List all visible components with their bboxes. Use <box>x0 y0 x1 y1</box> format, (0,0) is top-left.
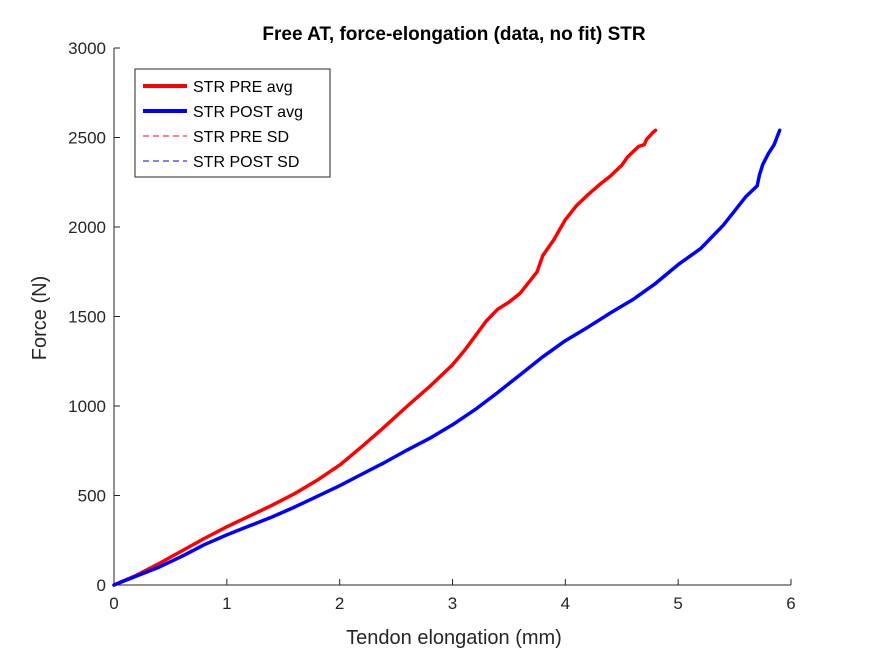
legend-label-2: STR POST avg <box>193 104 303 121</box>
x-tick-label: 6 <box>786 594 795 613</box>
x-tick-label: 4 <box>561 594 570 613</box>
series-line-1 <box>112 128 658 587</box>
plot-area: 0 1 2 3 4 5 6 0 500 1000 1500 2000 2500 3000 <box>68 39 796 613</box>
y-tick-label: 3000 <box>68 39 106 58</box>
x-tick-label: 5 <box>673 594 682 613</box>
y-tick-label: 0 <box>97 576 106 595</box>
x-tick-label: 1 <box>222 594 231 613</box>
y-axis-label: Force (N) <box>29 276 51 360</box>
legend-label-4: STR POST SD <box>193 154 299 171</box>
x-tick-label: 0 <box>109 594 118 613</box>
x-tick-label: 3 <box>448 594 457 613</box>
x-tick-label: 2 <box>335 594 344 613</box>
y-tick-label: 2000 <box>68 218 106 237</box>
y-tick-label: 2500 <box>68 129 106 148</box>
chart-title: Free AT, force-elongation (data, no fit)… <box>262 24 645 45</box>
legend-label-3: STR PRE SD <box>193 129 289 146</box>
legend: STR PRE avg STR POST avg STR PRE SD STR POS… <box>134 68 331 178</box>
y-tick-label: 1000 <box>68 397 106 416</box>
series-line-2 <box>112 128 782 587</box>
legend-label-1: STR PRE avg <box>193 79 293 96</box>
x-axis-label: Tendon elongation (mm) <box>346 627 562 649</box>
y-tick-label: 500 <box>78 487 106 506</box>
y-tick-label: 1500 <box>68 308 106 327</box>
